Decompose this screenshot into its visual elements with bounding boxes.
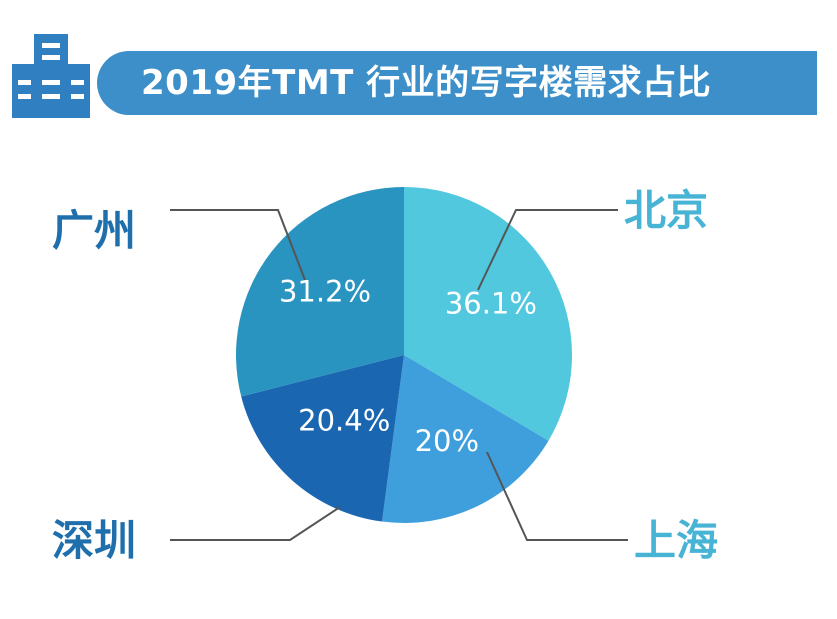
office-building-icon <box>12 34 90 118</box>
slice-value-label: 20% <box>415 424 479 458</box>
leader-line <box>170 209 306 281</box>
category-label: 上海 <box>634 516 719 565</box>
leader-line <box>477 209 618 291</box>
pie-slice <box>241 355 404 522</box>
slice-value-label: 20.4% <box>298 403 390 437</box>
slice-value-label: 31.2% <box>279 275 371 309</box>
title-banner <box>97 51 817 115</box>
chart-title: 2019年TMT 行业的写字楼需求占比 <box>141 63 712 103</box>
category-label: 广州 <box>52 206 137 255</box>
category-label: 深圳 <box>52 516 137 565</box>
leader-line <box>170 506 341 541</box>
leader-line <box>486 451 628 541</box>
pie-slice <box>404 187 573 441</box>
pie-slice <box>382 355 549 524</box>
category-label: 北京 <box>624 186 709 235</box>
pie-slice <box>235 187 404 397</box>
slice-value-label: 36.1% <box>445 287 537 321</box>
